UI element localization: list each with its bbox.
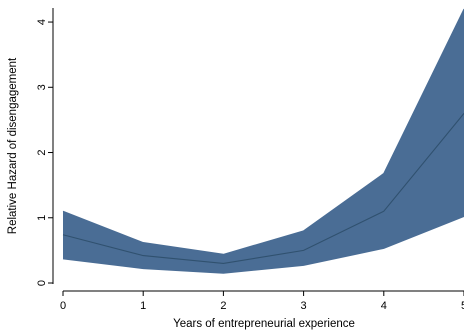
estimate-line: [62, 113, 464, 264]
x-tick-label: 4: [381, 300, 387, 312]
y-tick-label: 2: [36, 149, 48, 155]
x-tick-label: 0: [60, 300, 66, 312]
plot-area: [62, 8, 464, 274]
x-tick-label: 3: [301, 300, 307, 312]
lower-bound-line: [62, 215, 464, 274]
x-axis-title: Years of entrepreneurial experience: [173, 318, 355, 330]
x-tick-label: 2: [220, 300, 226, 312]
confidence-band: [63, 9, 464, 274]
y-tick-label: 0: [36, 280, 48, 286]
x-axis-ticks: 0 1 2 3 4 5: [60, 291, 464, 312]
y-axis-title: Relative Hazard of disengagement: [7, 57, 19, 234]
upper-bound-line: [62, 8, 464, 255]
y-tick-label: 4: [36, 19, 48, 25]
y-axis-ticks: 0 1 2 3 4: [36, 19, 53, 286]
axes: 0 1 2 3 4 0 1 2 3 4 5: [36, 8, 464, 312]
x-tick-label: 5: [461, 300, 464, 312]
x-tick-label: 1: [140, 300, 146, 312]
y-tick-label: 3: [36, 84, 48, 90]
y-tick-label: 1: [36, 215, 48, 221]
